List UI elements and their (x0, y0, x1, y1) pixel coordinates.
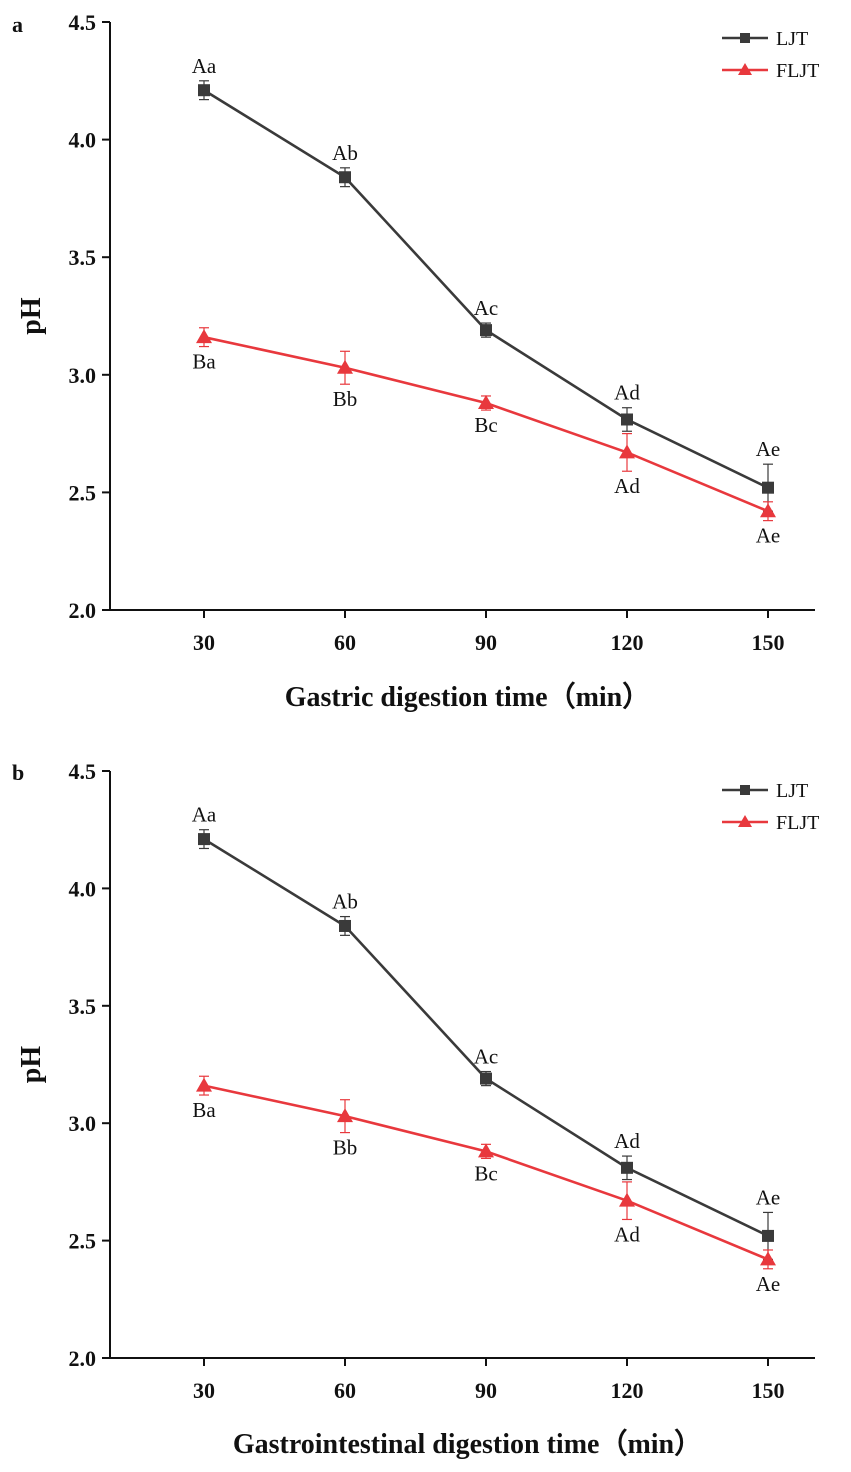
y-tick-label: 4.0 (69, 128, 97, 153)
y-tick-label: 2.5 (69, 1229, 97, 1254)
data-point-square (339, 171, 351, 184)
y-tick-label: 3.5 (69, 245, 97, 270)
x-tick-label: 120 (611, 1378, 644, 1403)
data-point-square (198, 84, 210, 97)
point-label: Ae (756, 524, 781, 548)
point-label: Ab (332, 890, 358, 914)
legend-marker-square (740, 785, 750, 795)
point-label: Ad (614, 474, 640, 498)
data-point-triangle (478, 395, 494, 410)
chart-panel-b: b 2.0 2.5 3.0 3.5 4.0 4.5 30 60 90 120 150 Gastroint… (12, 759, 819, 1460)
point-label: Ab (332, 141, 358, 165)
point-label: Ae (756, 1185, 781, 1209)
y-tick-label: 4.0 (69, 876, 97, 901)
y-tick-label: 2.0 (69, 1346, 97, 1371)
y-axis-title: pH (16, 297, 47, 335)
legend-entry-fljt: FLJT (722, 812, 819, 834)
x-tick-label: 150 (752, 630, 785, 655)
panel-letter: a (12, 12, 23, 37)
data-point-square (198, 833, 210, 846)
x-tick-label: 90 (475, 630, 497, 655)
data-point-triangle (337, 1108, 353, 1123)
point-label: Ba (192, 350, 216, 374)
legend-entry-ljt: LJT (722, 28, 808, 50)
y-tick-label: 4.5 (69, 10, 97, 35)
x-tick-label: 60 (334, 630, 356, 655)
data-point-square (621, 1161, 633, 1174)
point-label: Ad (614, 1222, 640, 1246)
y-tick-label: 3.0 (69, 1111, 97, 1136)
legend-entry-fljt: FLJT (722, 60, 819, 82)
x-tick-label: 150 (752, 1378, 785, 1403)
legend-marker-triangle (738, 63, 752, 75)
data-point-square (762, 481, 774, 494)
x-axis-title: Gastrointestinal digestion time（min） (233, 1427, 702, 1460)
y-tick-label: 4.5 (69, 759, 97, 784)
data-point-triangle (196, 1077, 212, 1092)
x-axis-title: Gastric digestion time（min） (285, 680, 651, 713)
legend-entry-ljt: LJT (722, 780, 808, 802)
point-label: Ae (756, 1272, 781, 1296)
data-point-triangle (619, 1192, 635, 1207)
legend-label: FLJT (776, 60, 819, 82)
y-axis-title: pH (16, 1046, 47, 1084)
point-label: Ac (474, 1045, 499, 1069)
x-tick-label: 30 (193, 1378, 215, 1403)
data-point-triangle (619, 444, 635, 459)
legend-label: FLJT (776, 812, 819, 834)
y-tick-label: 2.0 (69, 598, 97, 623)
y-tick-label: 3.5 (69, 994, 97, 1019)
legend-marker-square (740, 33, 750, 43)
data-point-square (339, 919, 351, 932)
data-point-triangle (760, 503, 776, 518)
data-point-triangle (760, 1251, 776, 1266)
point-label: Bc (474, 1161, 497, 1185)
legend-label: LJT (776, 780, 808, 802)
data-point-square (480, 324, 492, 337)
data-point-triangle (478, 1143, 494, 1158)
data-point-square (480, 1072, 492, 1085)
point-label: Aa (192, 54, 217, 78)
y-tick-label: 2.5 (69, 480, 97, 505)
data-point-triangle (196, 329, 212, 344)
point-label: Ac (474, 296, 499, 320)
panel-letter: b (12, 760, 24, 785)
x-tick-label: 120 (611, 630, 644, 655)
point-label: Aa (192, 803, 217, 827)
point-label: Bb (333, 1136, 358, 1160)
x-tick-label: 90 (475, 1378, 497, 1403)
point-label: Bc (474, 413, 497, 437)
point-label: Ad (614, 1129, 640, 1153)
point-label: Ad (614, 381, 640, 405)
chart-panel-a: a 2.0 2.5 3.0 3.5 4.0 4.5 30 60 90 120 150 Gastric d… (12, 10, 819, 713)
x-tick-label: 30 (193, 630, 215, 655)
y-tick-label: 3.0 (69, 363, 97, 388)
point-label: Bb (333, 387, 358, 411)
point-label: Ae (756, 437, 781, 461)
point-label: Ba (192, 1098, 216, 1122)
x-tick-label: 60 (334, 1378, 356, 1403)
data-point-square (621, 413, 633, 426)
data-point-square (762, 1229, 774, 1242)
legend-label: LJT (776, 28, 808, 50)
data-point-triangle (337, 359, 353, 374)
legend-marker-triangle (738, 815, 752, 827)
